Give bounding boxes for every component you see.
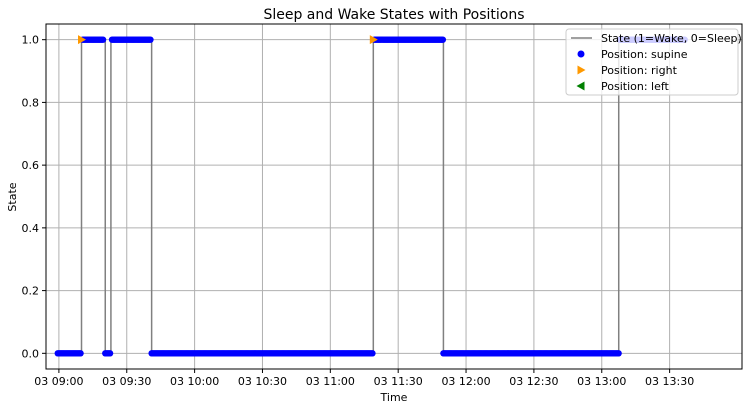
plot-series	[54, 35, 688, 357]
supine-point	[369, 350, 376, 357]
x-tick-label: 03 10:00	[170, 375, 219, 388]
legend: State (1=Wake, 0=Sleep) Position: supine P…	[565, 28, 742, 96]
y-tick-label: 0.8	[22, 96, 40, 109]
x-tick-label: 03 12:00	[441, 375, 490, 388]
y-tick-label: 0.6	[22, 159, 40, 172]
plot-frame	[45, 23, 743, 370]
y-axis-label: State	[6, 182, 19, 211]
chart-title: Sleep and Wake States with Positions	[263, 7, 524, 23]
supine-point	[77, 350, 84, 357]
legend-box	[565, 28, 739, 96]
supine-point	[99, 36, 107, 43]
y-axis-ticks: 0.0 0.2 0.4 0.6 0.8 1.0	[22, 34, 46, 360]
legend-label: Position: right	[601, 64, 678, 77]
legend-label: State (1=Wake, 0=Sleep)	[601, 32, 742, 45]
x-tick-label: 03 09:30	[102, 375, 151, 388]
supine-point	[106, 350, 114, 357]
legend-right-swatch	[577, 65, 586, 75]
y-tick-label: 0.0	[22, 347, 40, 360]
x-tick-label: 03 13:00	[577, 375, 626, 388]
supine-marker-run	[440, 350, 622, 357]
supine-point	[615, 350, 622, 357]
supine-marker-run	[54, 350, 84, 357]
x-tick-label: 03 11:30	[374, 375, 423, 388]
y-tick-label: 0.4	[22, 222, 40, 235]
right-point	[369, 35, 378, 45]
x-tick-label: 03 12:30	[509, 375, 558, 388]
legend-label: Position: left	[601, 80, 670, 93]
supine-marker-run	[108, 36, 154, 43]
x-tick-label: 03 10:30	[238, 375, 287, 388]
y-tick-label: 1.0	[22, 34, 40, 47]
legend-circle-swatch	[577, 50, 585, 58]
legend-label: Position: supine	[601, 48, 688, 61]
x-axis-ticks: 03 09:00 03 09:30 03 10:00 03 10:30 03 11:00…	[34, 369, 694, 388]
x-axis-label: Time	[380, 391, 408, 404]
x-tick-label: 03 13:30	[645, 375, 694, 388]
x-tick-label: 03 09:00	[34, 375, 83, 388]
supine-point	[439, 36, 447, 43]
x-tick-label: 03 11:00	[306, 375, 355, 388]
supine-marker-run	[102, 350, 114, 357]
supine-marker-run	[148, 350, 376, 357]
supine-marker-run	[371, 36, 447, 43]
y-tick-label: 0.2	[22, 285, 40, 298]
right-point	[78, 35, 87, 45]
supine-point	[147, 36, 154, 43]
legend-left-swatch	[576, 81, 585, 91]
